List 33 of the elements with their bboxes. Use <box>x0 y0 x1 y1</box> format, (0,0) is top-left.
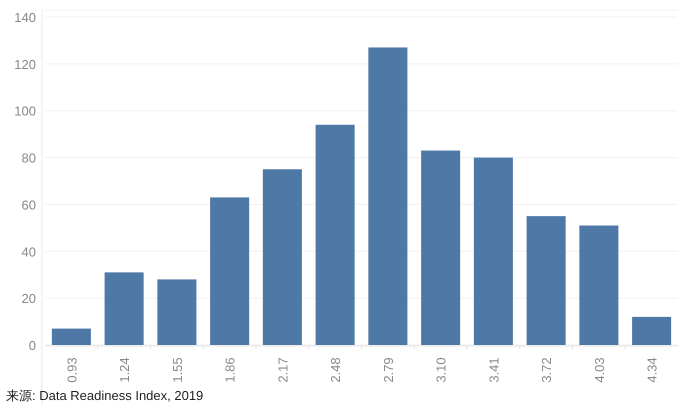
x-tick-label: 2.79 <box>380 357 396 383</box>
x-tick-label: 3.72 <box>539 357 554 383</box>
bar <box>104 272 144 345</box>
bar <box>632 316 672 345</box>
x-tick-label: 4.34 <box>644 357 660 383</box>
y-tick-label: 140 <box>14 10 36 25</box>
bar <box>210 197 250 345</box>
y-tick-label: 100 <box>14 104 36 119</box>
bar <box>52 328 91 345</box>
source-note: 来源: Data Readiness Index, 2019 <box>6 388 204 403</box>
x-tick-label: 3.41 <box>486 357 502 383</box>
bar <box>316 124 355 345</box>
bar <box>368 47 408 345</box>
bar <box>421 150 460 345</box>
y-tick-label: 20 <box>22 291 36 306</box>
x-tick-label: 1.55 <box>170 357 185 383</box>
y-tick-label: 60 <box>22 197 36 212</box>
bar <box>526 216 566 345</box>
bar <box>157 279 196 345</box>
x-tick-label: 3.10 <box>434 357 449 383</box>
bar <box>474 158 513 345</box>
x-tick-label: 2.48 <box>328 357 344 383</box>
y-tick-label: 80 <box>22 150 36 166</box>
x-tick-label: 1.86 <box>222 357 238 383</box>
bar <box>262 169 302 345</box>
x-tick-label: 1.24 <box>117 357 132 383</box>
bar <box>579 226 618 345</box>
y-tick-label: 120 <box>14 56 36 72</box>
y-tick-label: 0 <box>28 338 36 353</box>
x-tick-label: 0.93 <box>64 357 80 383</box>
y-tick-label: 40 <box>22 244 36 260</box>
x-tick-label: 2.17 <box>275 357 290 383</box>
x-tick-label: 4.03 <box>592 357 607 383</box>
